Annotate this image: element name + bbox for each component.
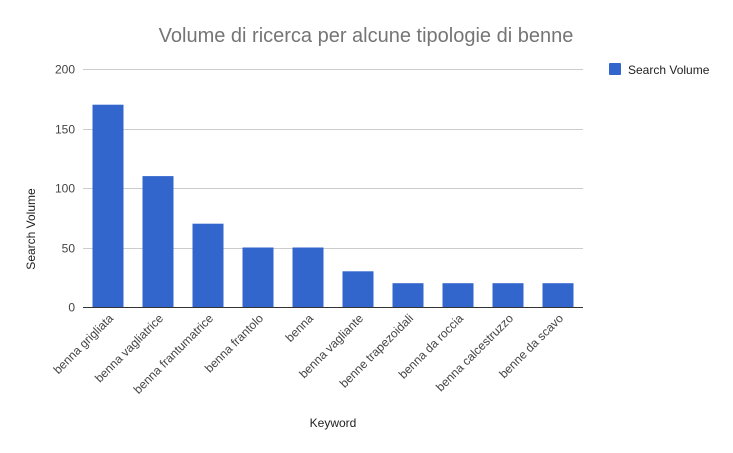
legend: Search Volume <box>609 63 710 77</box>
y-tick-label: 50 <box>62 242 76 256</box>
bar <box>442 283 474 307</box>
bar <box>142 176 174 307</box>
chart-title: Volume di ricerca per alcune tipologie d… <box>159 25 574 47</box>
y-tick-label: 100 <box>55 182 75 196</box>
bar <box>342 271 374 307</box>
bar <box>392 283 424 307</box>
bar <box>292 247 324 307</box>
legend-label: Search Volume <box>628 63 710 77</box>
bars <box>92 104 574 307</box>
legend-swatch <box>609 63 621 75</box>
bar <box>92 104 124 307</box>
bar <box>242 247 274 307</box>
bar <box>492 283 524 307</box>
y-tick-label: 200 <box>55 63 75 77</box>
bar <box>192 223 224 307</box>
x-axis-title: Keyword <box>310 416 357 430</box>
y-axis-title: Search Volume <box>24 188 38 270</box>
y-tick-label: 150 <box>55 123 75 137</box>
y-tick-labels: 0 50 100 150 200 <box>55 63 75 315</box>
bar <box>542 283 574 307</box>
x-tick-label: benna <box>283 311 317 345</box>
y-tick-label: 0 <box>68 301 75 315</box>
